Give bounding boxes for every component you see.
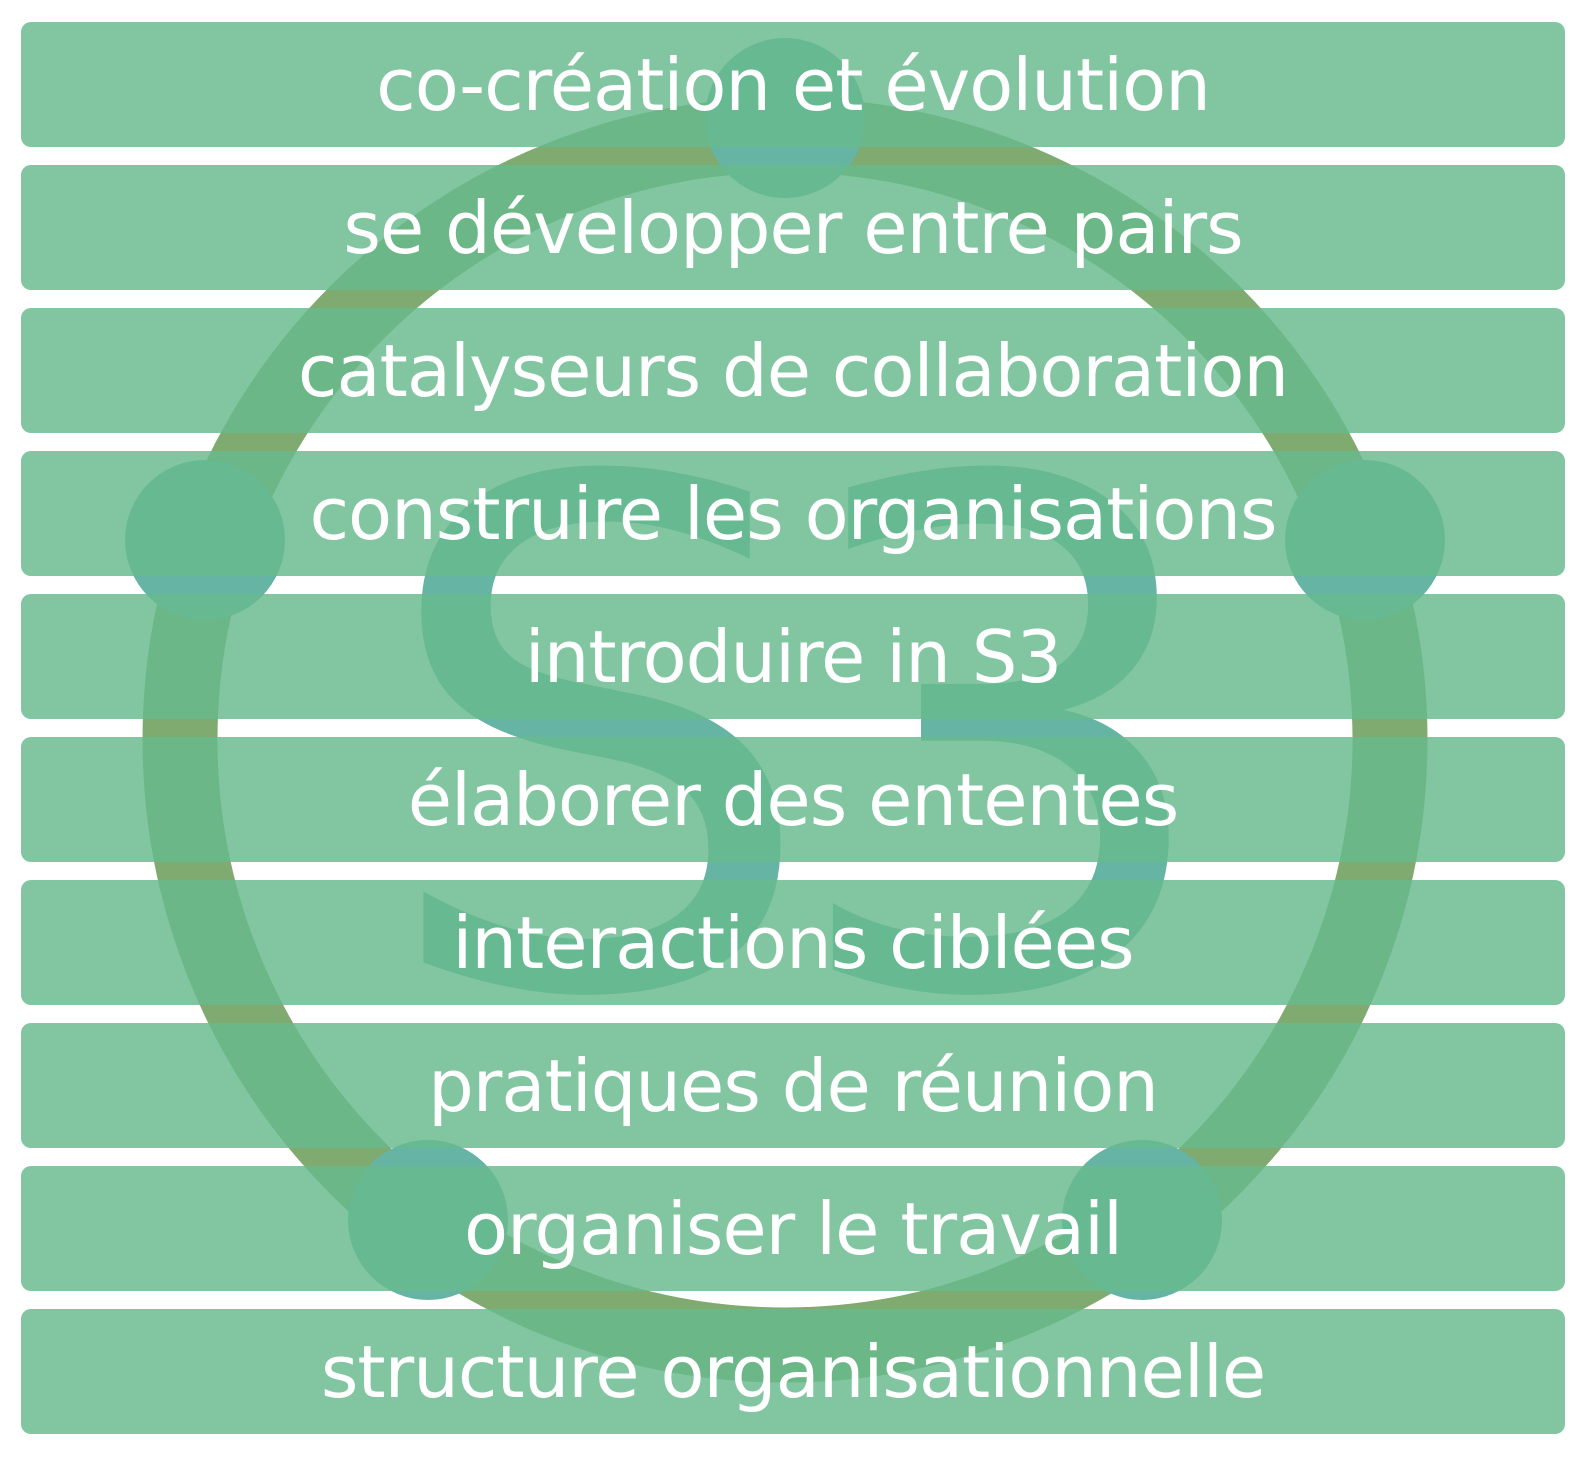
band-label: structure organisationnelle — [320, 1329, 1266, 1414]
band-label: co-création et évolution — [376, 42, 1211, 127]
band-label: se développer entre pairs — [343, 185, 1243, 270]
band-label: pratiques de réunion — [428, 1043, 1159, 1128]
band-construire-organisations: construire les organisations — [21, 451, 1565, 576]
band-co-creation: co-création et évolution — [21, 22, 1565, 147]
band-label: organiser le travail — [463, 1186, 1123, 1271]
band-label: catalyseurs de collaboration — [297, 328, 1289, 413]
band-pratiques-reunion: pratiques de réunion — [21, 1023, 1565, 1148]
band-label: interactions ciblées — [452, 900, 1134, 985]
band-organiser-travail: organiser le travail — [21, 1166, 1565, 1291]
band-interactions-ciblees: interactions ciblées — [21, 880, 1565, 1005]
band-structure-organisationnelle: structure organisationnelle — [21, 1309, 1565, 1434]
band-label: introduire in S3 — [524, 614, 1063, 699]
band-label: élaborer des ententes — [407, 757, 1180, 842]
band-catalyseurs: catalyseurs de collaboration — [21, 308, 1565, 433]
band-developper-entre-pairs: se développer entre pairs — [21, 165, 1565, 290]
band-introduire-s3: introduire in S3 — [21, 594, 1565, 719]
band-label: construire les organisations — [309, 471, 1277, 556]
band-elaborer-ententes: élaborer des ententes — [21, 737, 1565, 862]
topic-bands: co-création et évolution se développer e… — [21, 22, 1565, 1434]
